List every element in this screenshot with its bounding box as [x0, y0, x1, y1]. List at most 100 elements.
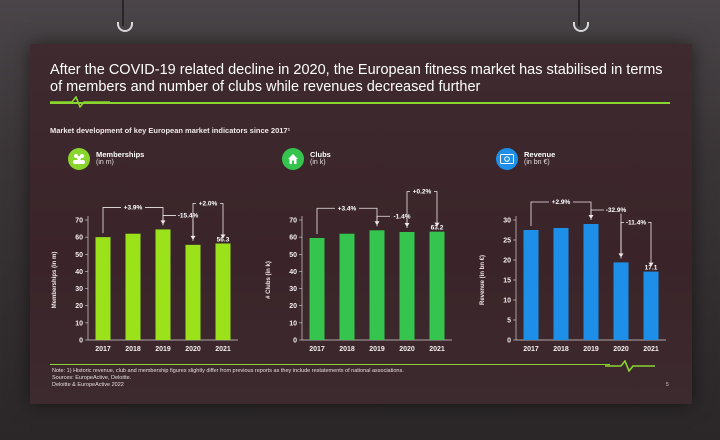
house-icon	[282, 148, 304, 170]
bar-2019	[155, 229, 171, 340]
change-label: -1.4%	[394, 213, 411, 220]
change-arrow	[648, 262, 654, 267]
y-axis-label: Memberships (in m)	[52, 252, 58, 309]
change-label-bg	[549, 197, 573, 206]
ceiling-hook	[117, 0, 133, 32]
title-divider	[50, 102, 670, 104]
bar-2018	[125, 233, 141, 340]
bar-2018	[553, 228, 569, 340]
x-tick-label: 2018	[125, 346, 141, 353]
y-tick-label: 10	[289, 320, 297, 327]
x-tick-label: 2021	[429, 346, 445, 353]
x-tick-label: 2018	[339, 346, 355, 353]
x-tick-label: 2018	[553, 346, 569, 353]
change-label: -32.9%	[606, 207, 627, 214]
bar-2021	[643, 271, 659, 340]
change-label: -11.4%	[626, 219, 646, 226]
y-tick-label: 50	[289, 252, 297, 259]
y-tick-label: 60	[75, 235, 83, 242]
change-label: +0.2%	[413, 189, 432, 196]
chart-title: Clubs	[310, 150, 331, 159]
footer-divider	[50, 364, 610, 365]
chart-title: Revenue	[524, 150, 556, 159]
chart-unit: (in bn €)	[524, 159, 550, 166]
change-label: +3.9%	[124, 204, 143, 211]
change-label-bg	[604, 205, 628, 214]
y-tick-label: 70	[75, 218, 83, 225]
data-label: 63.2	[431, 225, 444, 232]
change-arrow	[220, 234, 226, 239]
y-tick-label: 10	[503, 298, 511, 305]
slide-subtitle: Market development of key European marke…	[50, 126, 291, 135]
bar-2017	[523, 230, 539, 340]
y-tick-label: 40	[75, 269, 83, 276]
y-tick-label: 30	[503, 218, 511, 225]
x-tick-label: 2017	[309, 346, 325, 353]
change-label: -15.4%	[178, 212, 199, 219]
y-tick-label: 60	[289, 235, 297, 242]
bar-2017	[95, 237, 111, 340]
change-bracket	[192, 203, 224, 241]
footnote-text: Note: 1) Historic revenue, club and memb…	[52, 368, 404, 374]
y-tick-label: 5	[507, 318, 511, 325]
change-label: +2.0%	[199, 200, 218, 207]
bar-2020	[185, 244, 201, 340]
presentation-slide: After the COVID-19 related decline in 20…	[30, 44, 692, 404]
memberships-chart: Memberships (in m) Memberships (in m) 0 10…	[48, 148, 248, 358]
x-tick-label: 2020	[399, 346, 415, 353]
data-label: 56.3	[217, 236, 230, 243]
x-tick-label: 2019	[155, 346, 171, 353]
chart-unit: (in m)	[96, 159, 114, 166]
y-tick-label: 30	[75, 286, 83, 293]
sources-text: Sources: EuropeActive, Deloitte.	[52, 375, 132, 381]
y-tick-label: 0	[79, 338, 83, 345]
change-label: +3.4%	[338, 205, 357, 212]
change-label-bg	[410, 187, 434, 196]
x-tick-label: 2021	[215, 346, 231, 353]
x-tick-label: 2017	[95, 346, 111, 353]
change-label-bg	[121, 202, 145, 211]
x-tick-label: 2019	[583, 346, 599, 353]
bar-2019	[369, 230, 385, 340]
change-bracket	[406, 191, 438, 228]
footnote: Note: 1) Historic revenue, club and memb…	[52, 368, 404, 389]
credit-text: Deloitte & EuropeActive 2022	[52, 382, 124, 388]
y-tick-label: 15	[503, 278, 511, 285]
ceiling-hook	[573, 0, 589, 32]
y-tick-label: 0	[507, 338, 511, 345]
x-tick-label: 2017	[523, 346, 539, 353]
change-label-bg	[390, 211, 414, 220]
x-tick-label: 2021	[643, 346, 659, 353]
y-tick-label: 30	[289, 286, 297, 293]
bar-2021	[429, 231, 445, 340]
y-axis-label: Revenue (in bn €)	[480, 255, 486, 305]
x-tick-label: 2019	[369, 346, 385, 353]
change-label-bg	[176, 210, 200, 219]
y-tick-label: 20	[503, 258, 511, 265]
y-tick-label: 10	[75, 320, 83, 327]
people-group-icon	[68, 148, 90, 170]
y-tick-label: 40	[289, 269, 297, 276]
y-tick-label: 25	[503, 238, 511, 245]
change-label-bg	[624, 217, 648, 226]
change-label-bg	[335, 203, 359, 212]
bar-2017	[309, 238, 325, 340]
bar-2018	[339, 233, 355, 340]
page-number: 5	[666, 382, 669, 388]
slide-title: After the COVID-19 related decline in 20…	[50, 62, 663, 95]
x-tick-label: 2020	[185, 346, 201, 353]
euro-bill-icon	[496, 148, 518, 170]
revenue-chart: Revenue (in bn €) Revenue (in bn €) 0 5 10 1…	[476, 148, 676, 358]
bar-2020	[613, 262, 629, 340]
bar-2020	[399, 232, 415, 340]
bar-2019	[583, 224, 599, 340]
change-label-bg	[196, 198, 220, 207]
data-label: 17.1	[645, 265, 658, 272]
y-tick-label: 20	[289, 303, 297, 310]
change-bracket	[620, 222, 652, 263]
y-tick-label: 0	[293, 338, 297, 345]
pulse-line-icon	[605, 360, 655, 372]
change-label: +2.9%	[552, 199, 571, 206]
x-tick-label: 2020	[613, 346, 629, 353]
y-tick-label: 70	[289, 218, 297, 225]
